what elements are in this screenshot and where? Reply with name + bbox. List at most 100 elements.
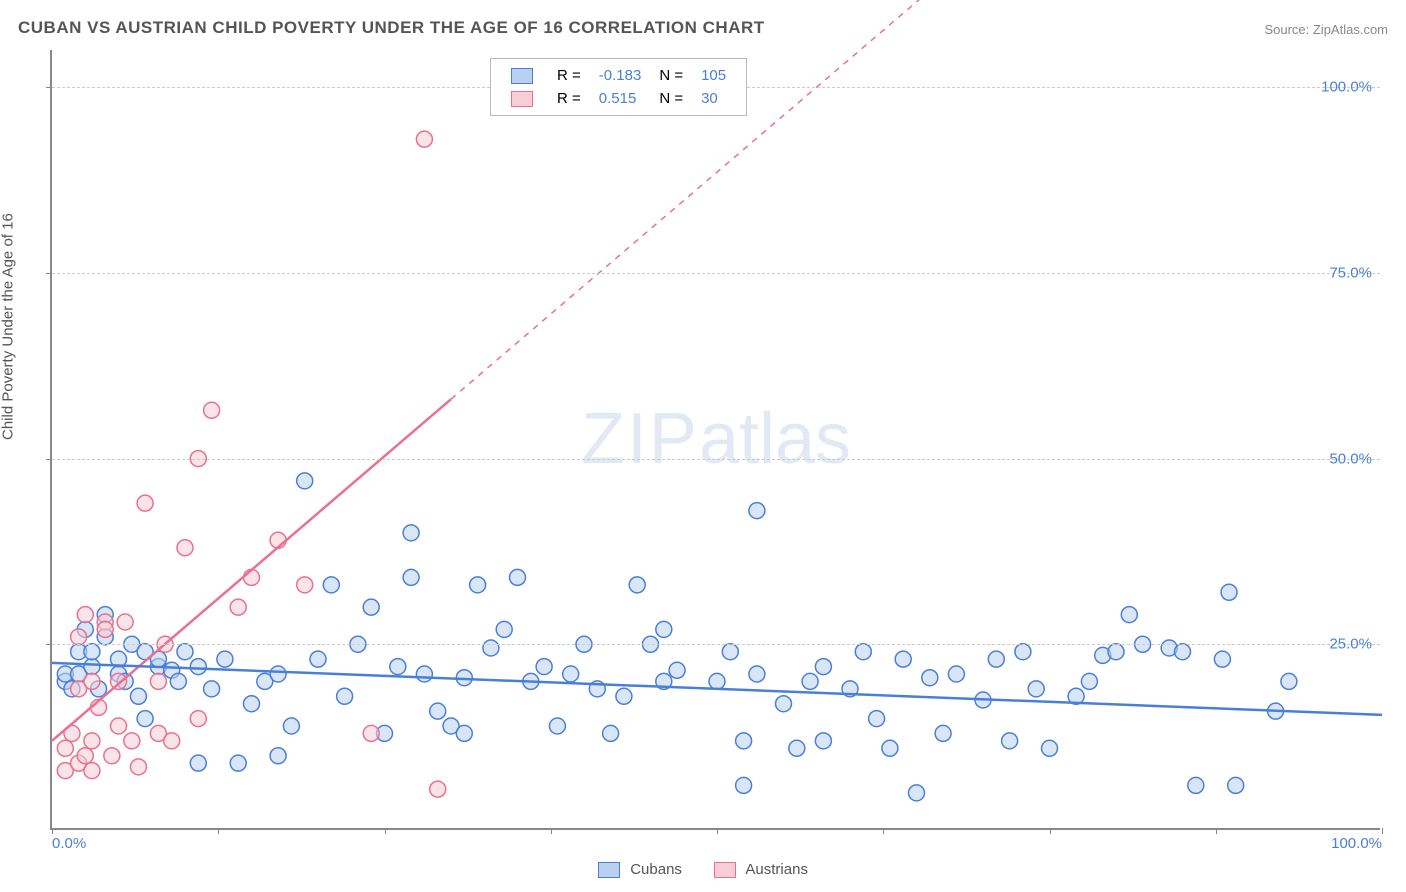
data-point [137,495,153,511]
data-point [669,662,685,678]
data-point [177,644,193,660]
data-point [323,577,339,593]
data-point [416,131,432,147]
data-point [749,503,765,519]
data-point [563,666,579,682]
data-point [190,755,206,771]
data-point [922,670,938,686]
data-point [84,659,100,675]
legend-correlation: R = -0.183 N = 105 R = 0.515 N = 30 [490,58,747,116]
plot-area: ZIPatlas 25.0%50.0%75.0%100.0%0.0%100.0% [50,50,1380,830]
y-axis-label: Child Poverty Under the Age of 16 [0,213,17,440]
data-point [230,755,246,771]
data-point [1188,777,1204,793]
data-point [456,725,472,741]
legend-item-austrians: Austrians [714,861,808,878]
data-point [549,718,565,734]
data-point [97,621,113,637]
data-point [77,607,93,623]
chart-title: CUBAN VS AUSTRIAN CHILD POVERTY UNDER TH… [18,18,765,38]
legend-series: Cubans Austrians [0,861,1406,878]
r-label: R = [549,65,589,86]
data-point [111,718,127,734]
data-point [1228,777,1244,793]
data-point [603,725,619,741]
gridline [52,644,1380,645]
r-label: R = [549,88,589,109]
data-point [244,569,260,585]
data-point [483,640,499,656]
y-tick-label: 100.0% [1321,79,1372,96]
data-point [802,673,818,689]
data-point [722,644,738,660]
legend-label-austrians: Austrians [745,861,808,878]
legend-row-cubans: R = -0.183 N = 105 [503,65,734,86]
swatch-cubans [511,68,533,84]
data-point [815,659,831,675]
data-point [1175,644,1191,660]
y-tick-label: 50.0% [1329,450,1372,467]
data-point [736,777,752,793]
r-value-austrians: 0.515 [591,88,650,109]
legend-label-cubans: Cubans [630,861,682,878]
data-point [869,711,885,727]
data-point [84,763,100,779]
data-point [190,659,206,675]
y-tick-label: 25.0% [1329,636,1372,653]
chart-container: CUBAN VS AUSTRIAN CHILD POVERTY UNDER TH… [0,0,1406,892]
data-point [77,748,93,764]
data-point [84,644,100,660]
n-value-austrians: 30 [693,88,734,109]
data-point [84,673,100,689]
data-point [337,688,353,704]
data-point [177,540,193,556]
data-point [416,666,432,682]
data-point [616,688,632,704]
n-label: N = [651,88,691,109]
data-point [430,703,446,719]
data-point [815,733,831,749]
data-point [130,759,146,775]
data-point [57,740,73,756]
data-point [164,733,180,749]
data-point [117,614,133,630]
swatch-austrians-bottom [714,862,736,878]
y-tick-label: 75.0% [1329,264,1372,281]
data-point [855,644,871,660]
data-point [749,666,765,682]
n-label: N = [651,65,691,86]
data-point [71,629,87,645]
data-point [789,740,805,756]
gridline [52,459,1380,460]
data-point [882,740,898,756]
data-point [390,659,406,675]
data-point [1214,651,1230,667]
n-value-cubans: 105 [693,65,734,86]
data-point [895,651,911,667]
data-point [124,733,140,749]
r-value-cubans: -0.183 [591,65,650,86]
data-point [536,659,552,675]
data-point [736,733,752,749]
data-point [84,733,100,749]
data-point [363,599,379,615]
data-point [130,688,146,704]
data-point [297,473,313,489]
x-tick-label: 0.0% [52,835,86,852]
data-point [1015,644,1031,660]
data-point [629,577,645,593]
data-point [1221,584,1237,600]
data-point [909,785,925,801]
data-point [403,569,419,585]
data-point [1108,644,1124,660]
data-point [204,681,220,697]
legend-item-cubans: Cubans [598,861,682,878]
data-point [1042,740,1058,756]
data-point [137,711,153,727]
data-point [270,748,286,764]
data-point [470,577,486,593]
data-point [310,651,326,667]
data-point [1028,681,1044,697]
data-point [656,621,672,637]
data-point [935,725,951,741]
